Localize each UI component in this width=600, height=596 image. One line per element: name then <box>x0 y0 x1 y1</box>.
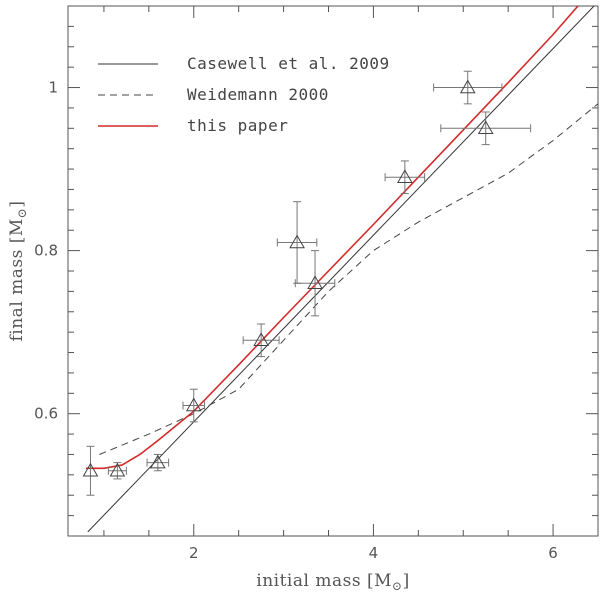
legend-label: Casewell et al. 2009 <box>187 54 390 73</box>
y-tick-label: 0.6 <box>34 405 58 423</box>
series-line-3 <box>86 6 579 470</box>
data-point <box>294 250 336 317</box>
plot-frame <box>67 5 599 537</box>
data-point <box>182 388 206 423</box>
data-point <box>433 70 503 105</box>
data-points <box>82 70 532 496</box>
data-point <box>107 462 127 480</box>
x-tick-label: 4 <box>369 544 379 562</box>
data-point <box>440 111 532 146</box>
triangle-marker <box>397 169 413 183</box>
x-tick-label: 6 <box>548 544 558 562</box>
legend: Casewell et al. 2009 Weidemann 2000 this p… <box>98 54 390 135</box>
series-line-2 <box>99 103 598 455</box>
y-tick-label: 0.8 <box>34 242 58 260</box>
data-point <box>276 201 318 284</box>
legend-label: this paper <box>187 116 288 135</box>
tick-marks <box>68 6 598 537</box>
data-point <box>146 453 170 472</box>
triangle-marker <box>307 275 323 289</box>
y-tick-label: 1 <box>48 79 58 97</box>
triangle-marker <box>149 454 166 469</box>
x-axis-label: initial mass [M⊙] <box>256 571 409 593</box>
series-lines <box>86 6 598 533</box>
series-line-1 <box>87 6 595 533</box>
data-point <box>242 323 280 358</box>
triangle-marker <box>459 79 476 94</box>
data-point <box>384 160 426 195</box>
triangle-marker <box>82 462 99 477</box>
triangle-marker <box>185 397 202 412</box>
triangle-marker <box>289 234 305 249</box>
triangle-marker <box>477 120 494 135</box>
x-tick-label: 2 <box>189 544 199 562</box>
tick-labels: 2 4 6 0.6 0.8 1 <box>34 79 558 562</box>
y-axis-label: final mass [M⊙] <box>7 200 29 341</box>
legend-label: Weidemann 2000 <box>187 85 329 104</box>
triangle-marker <box>109 462 126 477</box>
triangle-marker <box>253 332 269 347</box>
data-point <box>82 445 99 496</box>
